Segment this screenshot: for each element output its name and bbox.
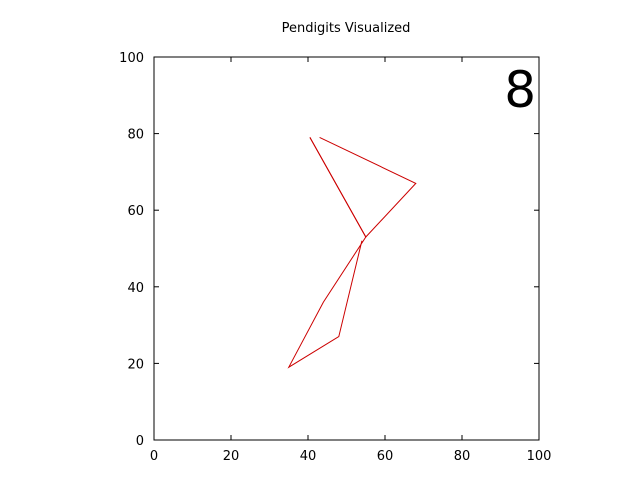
y-tick-label: 40 [127,281,144,296]
y-tick-label: 0 [136,434,144,449]
series-group [287,136,417,369]
x-tick-label: 60 [377,449,394,464]
stroke-line [287,137,367,369]
x-tick-label: 40 [300,449,317,464]
y-tick-label: 20 [127,357,144,372]
digit-annotation: 8 [504,61,536,119]
x-tick-label: 100 [527,449,552,464]
x-tick-label: 80 [454,449,471,464]
plot-frame [153,56,540,441]
y-tick-label: 80 [127,128,144,143]
y-tick-label: 60 [127,204,144,219]
y-tick-label: 100 [119,51,144,66]
x-tick-label: 20 [223,449,240,464]
axis-ticks: 0 20 40 60 80 100 0 20 40 60 80 100 [119,51,551,464]
stroke-line [309,136,417,238]
chart-title: Pendigits Visualized [282,21,411,36]
x-tick-label: 0 [150,449,158,464]
